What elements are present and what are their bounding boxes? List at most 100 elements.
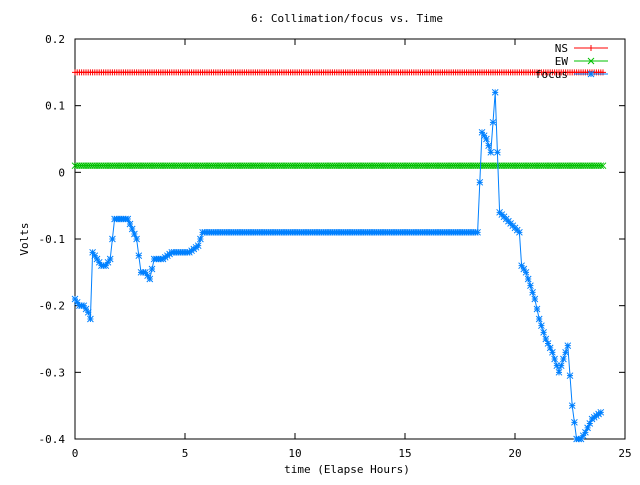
data-point	[102, 262, 110, 270]
data-point	[586, 420, 594, 427]
data-point	[524, 275, 532, 283]
y-tick-label: -0.1	[39, 233, 66, 246]
data-point	[131, 230, 138, 238]
data-point	[527, 282, 534, 290]
data-point	[84, 308, 92, 316]
y-tick-label: 0.1	[45, 100, 65, 113]
x-tick-label: 15	[398, 447, 411, 460]
y-tick-label: 0	[58, 166, 65, 179]
legend-label: NS	[555, 42, 568, 55]
data-point	[494, 148, 501, 156]
data-point	[564, 342, 572, 350]
data-point	[579, 432, 587, 440]
data-point	[546, 344, 554, 352]
data-point	[577, 435, 585, 443]
data-point	[106, 255, 114, 263]
data-point	[489, 118, 497, 126]
x-axis-ticks: 0 5 10 15 20 25	[72, 39, 632, 460]
x-tick-label: 25	[618, 447, 631, 460]
data-point	[568, 402, 576, 410]
data-point	[126, 220, 134, 228]
data-point	[95, 258, 103, 266]
data-point	[109, 235, 116, 243]
data-point	[549, 348, 556, 356]
data-point	[597, 408, 605, 416]
data-point	[522, 268, 530, 276]
x-tick-label: 5	[182, 447, 189, 460]
data-point	[93, 255, 101, 263]
data-point	[124, 215, 132, 223]
y-tick-label: -0.3	[39, 366, 66, 379]
data-point	[533, 305, 541, 313]
data-point	[480, 132, 488, 140]
data-point	[104, 258, 112, 266]
y-axis-label: Volts	[18, 222, 31, 255]
data-point	[135, 252, 143, 260]
legend-label: EW	[555, 55, 569, 68]
y-tick-label: 0.2	[45, 33, 65, 46]
data-point	[529, 288, 536, 296]
series-EW	[71, 162, 607, 170]
data-point	[144, 272, 151, 280]
data-point	[582, 428, 589, 436]
plot-border	[74, 38, 626, 440]
data-point	[562, 348, 569, 356]
data-point	[518, 262, 525, 270]
data-point	[487, 148, 495, 156]
data-point	[146, 275, 154, 283]
data-point	[597, 162, 605, 170]
x-tick-label: 0	[72, 447, 79, 460]
x-tick-label: 10	[288, 447, 301, 460]
data-point	[194, 242, 202, 250]
data-point	[553, 362, 561, 370]
x-tick-label: 20	[508, 447, 521, 460]
data-point	[474, 228, 481, 236]
y-tick-label: -0.2	[39, 300, 66, 313]
data-point	[148, 265, 156, 273]
data-point	[542, 335, 550, 343]
data-point	[87, 315, 94, 323]
y-tick-label: -0.4	[39, 433, 66, 446]
data-point	[80, 302, 88, 310]
legend-marker	[588, 45, 594, 51]
data-point	[89, 248, 96, 256]
data-point	[197, 235, 204, 243]
chart-title: 6: Collimation/focus vs. Time	[251, 12, 443, 25]
data-point	[71, 295, 79, 303]
x-axis-label: time (Elapse Hours)	[284, 463, 410, 476]
data-point	[557, 362, 565, 370]
data-point	[82, 305, 90, 313]
data-point	[520, 265, 528, 273]
data-point	[584, 424, 591, 432]
series-NS	[72, 69, 606, 76]
series-layer	[71, 69, 607, 443]
data-point	[478, 128, 486, 136]
data-point	[485, 142, 492, 150]
data-point	[599, 162, 607, 170]
data-point	[483, 135, 490, 143]
data-point	[571, 418, 578, 426]
data-point	[128, 225, 136, 233]
series-focus	[71, 88, 605, 443]
data-point	[544, 340, 552, 347]
data-point	[531, 295, 539, 303]
legend-marker	[587, 70, 595, 78]
data-point	[133, 235, 140, 243]
data-point	[142, 268, 149, 276]
data-point	[73, 298, 81, 306]
data-point	[555, 368, 563, 376]
data-point	[535, 315, 543, 323]
legend-marker	[587, 57, 595, 65]
legend-label: focus	[535, 68, 568, 81]
data-point	[538, 322, 545, 330]
data-point	[91, 252, 99, 260]
data-point	[566, 372, 574, 380]
y-axis-ticks: 0.2 0.1 0 -0.1 -0.2 -0.3 -0.4	[39, 33, 625, 446]
data-point	[560, 355, 567, 363]
data-point	[551, 355, 558, 363]
data-point	[540, 328, 547, 336]
data-point	[491, 88, 499, 96]
